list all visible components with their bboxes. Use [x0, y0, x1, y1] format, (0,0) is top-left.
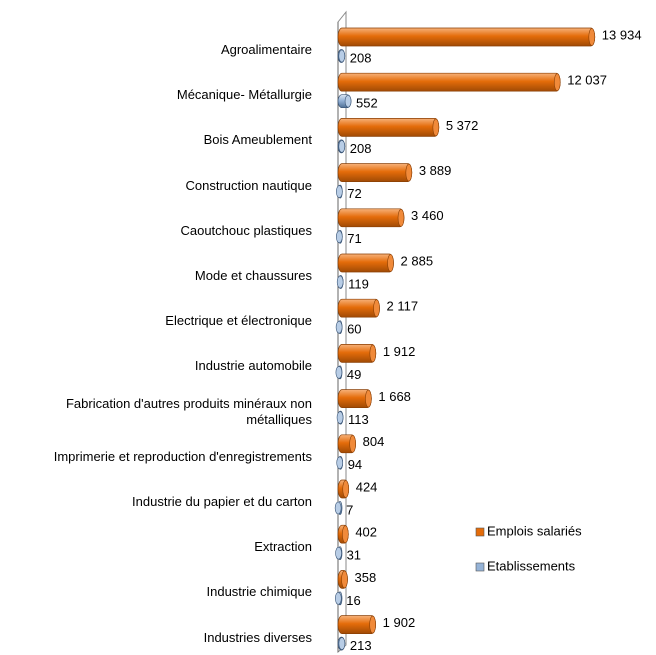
bar [337, 72, 561, 92]
bar-cap [373, 299, 380, 318]
value-label: 804 [363, 434, 385, 449]
bar-cap [336, 275, 344, 289]
value-label: 60 [347, 322, 361, 337]
value-label: 358 [355, 570, 377, 585]
bar-cap [335, 366, 343, 379]
category-label: Mécanique- Métallurgie [176, 87, 312, 103]
value-label: 7 [346, 502, 353, 517]
bar-cap [335, 546, 342, 560]
value-label: 113 [348, 412, 369, 427]
bar [337, 253, 394, 273]
value-label: 402 [355, 525, 377, 540]
value-label: 208 [350, 50, 372, 65]
bar-cap [336, 185, 343, 198]
value-label: 208 [350, 141, 372, 156]
value-label: 3 889 [419, 163, 452, 178]
bar-cap [342, 525, 349, 544]
category-label: Mode et chaussures [194, 268, 312, 283]
bar [337, 118, 440, 137]
bar-cap [338, 637, 346, 650]
value-label: 2 117 [387, 299, 419, 314]
bar-cap [405, 163, 413, 182]
bar-cap [432, 118, 440, 137]
bar-cap [342, 480, 350, 498]
category-label: Bois Ameublement [203, 132, 312, 148]
legend-label: Emplois salariés [487, 523, 582, 538]
category-label: Industrie automobile [194, 358, 312, 374]
value-label: 13 934 [602, 27, 642, 42]
value-label: 5 372 [446, 118, 479, 133]
bar-cap [336, 411, 344, 424]
bar-cap [349, 434, 356, 453]
value-label: 16 [346, 593, 360, 608]
category-label: Industrie du papier et du carton [132, 494, 312, 509]
bar-cap [338, 140, 346, 153]
value-label: 71 [347, 231, 361, 246]
legend-label: Etablissements [487, 558, 576, 573]
legend-swatch [475, 562, 485, 572]
bar-cap [336, 456, 344, 470]
value-label: 1 912 [383, 344, 416, 359]
value-label: 94 [348, 457, 362, 472]
value-label: 3 460 [411, 208, 444, 223]
bar-cap [369, 344, 377, 363]
value-label: 1 668 [378, 389, 411, 404]
bar [337, 27, 596, 47]
bar-cap [553, 73, 561, 91]
bar-cap [369, 615, 376, 634]
bar-cap [335, 230, 343, 244]
bar-cap [344, 94, 352, 108]
bar-cap [341, 570, 348, 589]
bar [337, 208, 405, 228]
bar-cap [397, 209, 405, 227]
value-label: 12 037 [567, 73, 607, 88]
value-label: 424 [356, 479, 378, 494]
value-label: 49 [347, 367, 361, 382]
bar-cap [365, 389, 372, 408]
bar-cap [335, 320, 343, 334]
bar-cap [334, 501, 342, 515]
value-label: 31 [347, 548, 361, 563]
category-label: Industrie chimique [206, 584, 313, 600]
value-label: 2 885 [401, 253, 434, 268]
legend-swatch [475, 527, 485, 537]
category-label: Fabrication d'autres produits minéraux n… [65, 395, 312, 427]
category-label: Industries diverses [203, 629, 312, 645]
value-label: 552 [356, 96, 378, 111]
value-label: 213 [350, 638, 372, 653]
category-label: Electrique et électronique [165, 313, 312, 329]
value-label: 72 [347, 186, 361, 201]
value-label: 1 902 [383, 615, 416, 630]
bar-cap [334, 592, 342, 605]
category-label: Agroalimentaire [220, 42, 312, 57]
bar-cap [338, 49, 346, 63]
bar-cap [588, 28, 596, 46]
category-label: Imprimerie et reproduction d'enregistrem… [53, 448, 312, 464]
bar-cap [387, 254, 394, 272]
category-label: Caoutchouc plastiques [180, 222, 312, 238]
bar [337, 163, 413, 182]
category-label: Extraction [254, 539, 312, 555]
category-label: Construction nautique [185, 177, 312, 193]
value-label: 119 [348, 276, 369, 291]
